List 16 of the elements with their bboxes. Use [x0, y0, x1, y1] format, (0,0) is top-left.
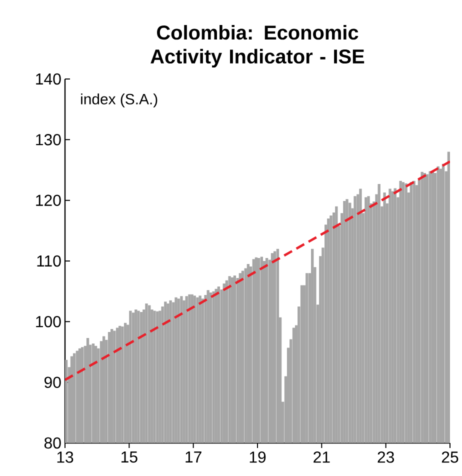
y-tick-label: 120 [36, 194, 61, 206]
x-tick-label: 23 [378, 452, 394, 463]
chart-title: Colombia: Economic Activity Indicator - ISE [150, 25, 364, 68]
x-tick-label: 15 [121, 452, 138, 463]
x-tick-label: 25 [442, 452, 458, 463]
y-tick-label: 110 [37, 255, 61, 267]
x-tick-label: 19 [250, 452, 266, 463]
x-tick-label: 21 [314, 452, 330, 463]
x-tick-label: 17 [186, 452, 202, 462]
annotation: index (S.A.) [80, 93, 158, 108]
y-tick-label: 140 [36, 73, 61, 85]
y-tick-label: 130 [36, 134, 61, 146]
y-tick-label: 90 [44, 376, 61, 388]
x-tick-label: 13 [57, 452, 74, 463]
y-tick-label: 100 [36, 316, 61, 328]
y-tick-label: 80 [44, 437, 61, 449]
